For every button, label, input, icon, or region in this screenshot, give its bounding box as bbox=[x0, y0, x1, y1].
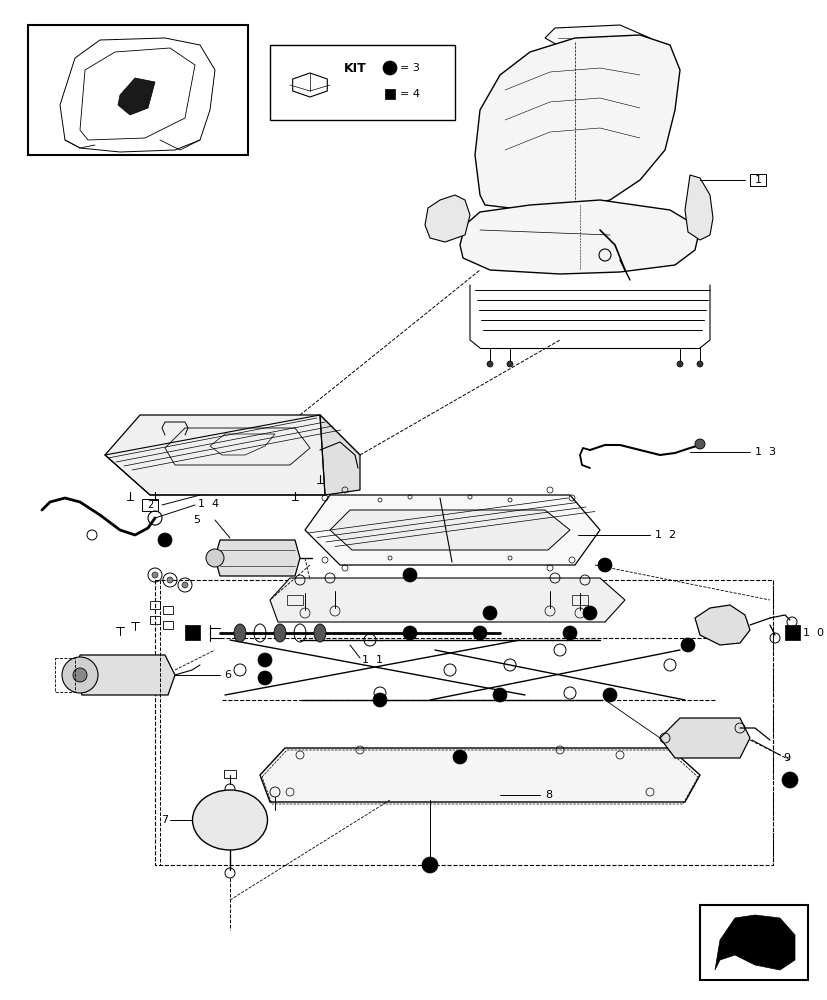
Polygon shape bbox=[118, 78, 155, 115]
Polygon shape bbox=[270, 578, 624, 622]
Bar bbox=[28, 25, 248, 155]
Ellipse shape bbox=[192, 790, 267, 850]
Circle shape bbox=[602, 688, 616, 702]
Circle shape bbox=[403, 568, 417, 582]
Circle shape bbox=[696, 361, 702, 367]
Text: 7: 7 bbox=[160, 815, 168, 825]
Polygon shape bbox=[304, 495, 600, 565]
Text: = 3: = 3 bbox=[399, 63, 419, 73]
Circle shape bbox=[781, 772, 797, 788]
Text: 1  0: 1 0 bbox=[802, 628, 823, 638]
Polygon shape bbox=[659, 718, 749, 758]
Polygon shape bbox=[260, 748, 699, 802]
Text: 1: 1 bbox=[753, 175, 761, 185]
Polygon shape bbox=[460, 200, 699, 274]
Polygon shape bbox=[684, 175, 712, 240]
Bar bbox=[270, 45, 455, 120]
Circle shape bbox=[486, 361, 492, 367]
Bar bbox=[155, 580, 772, 865]
Circle shape bbox=[62, 657, 98, 693]
Text: 1  1: 1 1 bbox=[361, 655, 383, 665]
Polygon shape bbox=[184, 625, 200, 640]
Circle shape bbox=[680, 638, 694, 652]
Circle shape bbox=[482, 606, 496, 620]
Text: 8: 8 bbox=[544, 790, 552, 800]
Ellipse shape bbox=[274, 624, 285, 642]
Circle shape bbox=[167, 577, 173, 583]
Circle shape bbox=[472, 626, 486, 640]
Circle shape bbox=[676, 361, 682, 367]
Circle shape bbox=[452, 750, 466, 764]
Circle shape bbox=[562, 626, 576, 640]
Polygon shape bbox=[424, 195, 470, 242]
Polygon shape bbox=[319, 415, 360, 495]
Polygon shape bbox=[385, 89, 394, 99]
Bar bbox=[287, 595, 303, 605]
Circle shape bbox=[506, 361, 513, 367]
Circle shape bbox=[422, 857, 437, 873]
Circle shape bbox=[158, 533, 172, 547]
Bar bbox=[141, 499, 158, 511]
Circle shape bbox=[492, 688, 506, 702]
Circle shape bbox=[694, 439, 704, 449]
Text: KIT: KIT bbox=[343, 62, 366, 75]
Polygon shape bbox=[75, 655, 174, 695]
Text: 9: 9 bbox=[782, 753, 789, 763]
Circle shape bbox=[258, 653, 272, 667]
Text: 1  2: 1 2 bbox=[654, 530, 676, 540]
Circle shape bbox=[383, 61, 396, 75]
Circle shape bbox=[582, 606, 596, 620]
Circle shape bbox=[372, 693, 386, 707]
Text: 1  4: 1 4 bbox=[198, 499, 219, 509]
Ellipse shape bbox=[234, 624, 246, 642]
Polygon shape bbox=[694, 605, 749, 645]
Bar bbox=[699, 905, 807, 980]
Text: 1  3: 1 3 bbox=[754, 447, 775, 457]
Ellipse shape bbox=[313, 624, 326, 642]
Text: 5: 5 bbox=[193, 515, 200, 525]
Polygon shape bbox=[544, 25, 649, 55]
Polygon shape bbox=[475, 35, 679, 210]
Bar bbox=[749, 174, 765, 186]
Circle shape bbox=[152, 572, 158, 578]
Bar bbox=[571, 595, 587, 605]
Polygon shape bbox=[330, 510, 569, 550]
Circle shape bbox=[403, 626, 417, 640]
Polygon shape bbox=[105, 415, 360, 495]
Text: 2: 2 bbox=[146, 500, 153, 510]
Circle shape bbox=[597, 558, 611, 572]
Polygon shape bbox=[715, 915, 794, 970]
Circle shape bbox=[182, 582, 188, 588]
Circle shape bbox=[258, 671, 272, 685]
Circle shape bbox=[206, 549, 224, 567]
Polygon shape bbox=[215, 540, 299, 576]
Text: = 4: = 4 bbox=[399, 89, 419, 99]
Polygon shape bbox=[784, 625, 799, 640]
Text: 6: 6 bbox=[224, 670, 231, 680]
Circle shape bbox=[73, 668, 87, 682]
